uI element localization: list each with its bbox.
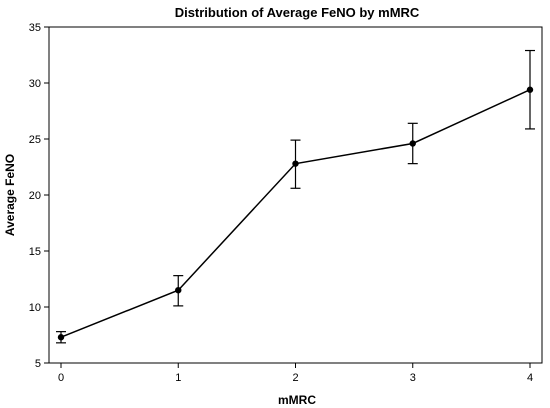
y-axis: 5 10 15 20 25 30 35	[29, 22, 49, 370]
data-point	[409, 140, 416, 147]
chart-title: Distribution of Average FeNO by mMRC	[175, 5, 420, 20]
x-tick-label: 1	[175, 372, 181, 384]
x-axis-label: mMRC	[278, 393, 316, 407]
series-layer	[56, 49, 535, 344]
y-tick-label: 35	[29, 22, 41, 34]
y-axis-label: Average FeNO	[3, 154, 17, 236]
y-tick-label: 25	[29, 134, 41, 146]
data-point	[526, 86, 534, 93]
data-point	[57, 334, 65, 341]
x-tick-label: 4	[527, 372, 533, 384]
x-tick-label: 0	[58, 372, 64, 384]
data-point	[292, 160, 299, 167]
x-axis: 0 1 2 3 4	[58, 363, 533, 384]
y-tick-label: 15	[29, 246, 41, 258]
data-point	[175, 287, 182, 294]
series-line	[60, 89, 531, 338]
x-tick-label: 3	[410, 372, 416, 384]
x-tick-label: 2	[292, 372, 298, 384]
y-tick-label: 30	[29, 78, 41, 90]
y-tick-label: 5	[35, 358, 41, 370]
y-tick-label: 20	[29, 190, 41, 202]
y-tick-label: 10	[29, 302, 41, 314]
